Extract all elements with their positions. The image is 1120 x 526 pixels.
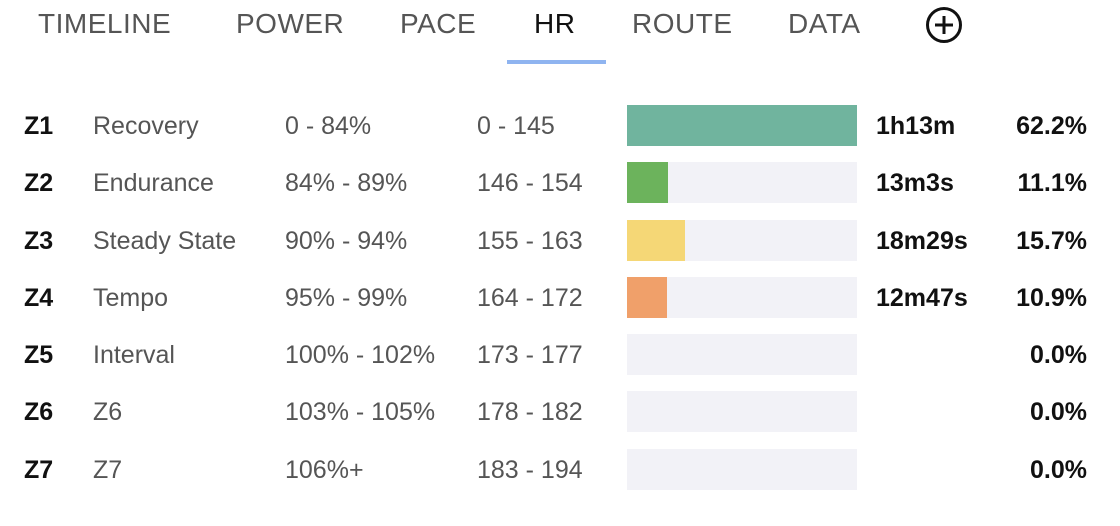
zone-bar bbox=[627, 162, 857, 204]
zone-percent-range: 100% - 102% bbox=[285, 341, 436, 370]
zone-name: Z7 bbox=[93, 455, 123, 484]
zone-row-z4: Z4 Tempo 95% - 99% 164 - 172 12m47s 10.9… bbox=[0, 270, 1120, 327]
zone-bpm-range: 183 - 194 bbox=[477, 455, 583, 484]
zone-time: 12m47s bbox=[876, 283, 968, 312]
zone-bar bbox=[627, 276, 857, 318]
zone-percent-range: 84% - 89% bbox=[285, 169, 408, 198]
active-tab-indicator bbox=[507, 60, 606, 64]
tab-pace[interactable]: PACE bbox=[400, 8, 477, 39]
zone-percent-range: 0 - 84% bbox=[285, 112, 372, 140]
zone-name: Recovery bbox=[93, 112, 199, 140]
zone-share: 15.7% bbox=[1016, 226, 1087, 255]
zone-row-z2: Z2 Endurance 84% - 89% 146 - 154 13m3s 1… bbox=[0, 155, 1120, 212]
zone-code: Z4 bbox=[24, 283, 54, 312]
zone-code: Z1 bbox=[24, 112, 54, 140]
zone-bar-fill bbox=[627, 162, 668, 204]
zone-share: 0.0% bbox=[1030, 398, 1087, 427]
zone-percent-range: 90% - 94% bbox=[285, 226, 408, 255]
zone-share: 11.1% bbox=[1017, 169, 1087, 198]
zone-time: 13m3s bbox=[876, 169, 954, 198]
zone-code: Z2 bbox=[24, 169, 54, 198]
zone-row-z1: Z1 Recovery 0 - 84% 0 - 145 1h13m 62.2% bbox=[0, 98, 1120, 155]
tab-timeline[interactable]: TIMELINE bbox=[38, 8, 172, 39]
zone-name: Interval bbox=[93, 341, 175, 370]
zone-name: Endurance bbox=[93, 169, 214, 198]
tab-route[interactable]: ROUTE bbox=[632, 8, 733, 39]
zone-bar-fill bbox=[627, 276, 668, 318]
zone-name: Steady State bbox=[93, 226, 237, 255]
zone-code: Z5 bbox=[24, 341, 54, 370]
tab-hr[interactable]: HR bbox=[534, 8, 576, 39]
zone-time: 1h13m bbox=[876, 112, 956, 140]
zone-row-z6: Z6 Z6 103% - 105% 178 - 182 0.0% bbox=[0, 384, 1120, 441]
zone-name: Z6 bbox=[93, 398, 123, 427]
zone-share: 0.0% bbox=[1030, 341, 1087, 370]
tab-data[interactable]: DATA bbox=[788, 8, 861, 39]
zone-row-z3: Z3 Steady State 90% - 94% 155 - 163 18m2… bbox=[0, 213, 1120, 270]
zone-bpm-range: 0 - 145 bbox=[477, 112, 555, 140]
zone-code: Z7 bbox=[24, 455, 54, 484]
zone-share: 0.0% bbox=[1030, 455, 1087, 484]
tab-bar: TIMELINE POWER PACE HR ROUTE DATA bbox=[0, 0, 1120, 66]
tab-power[interactable]: POWER bbox=[236, 8, 345, 39]
zone-bpm-range: 164 - 172 bbox=[477, 283, 583, 312]
hr-zones-table: Z1 Recovery 0 - 84% 0 - 145 1h13m 62.2% … bbox=[0, 98, 1120, 499]
zone-share: 10.9% bbox=[1016, 283, 1087, 312]
zone-code: Z6 bbox=[24, 398, 54, 427]
zone-name: Tempo bbox=[93, 283, 169, 312]
zone-bar bbox=[627, 334, 857, 376]
zone-code: Z3 bbox=[24, 226, 54, 255]
zone-percent-range: 103% - 105% bbox=[285, 398, 436, 427]
zone-percent-range: 106%+ bbox=[285, 455, 364, 484]
zone-bar bbox=[627, 448, 857, 490]
zone-bar bbox=[627, 219, 857, 261]
zone-bar-fill bbox=[627, 219, 685, 261]
zone-row-z5: Z5 Interval 100% - 102% 173 - 177 0.0% bbox=[0, 327, 1120, 384]
zone-time: 18m29s bbox=[876, 226, 968, 255]
zone-bar bbox=[627, 391, 857, 433]
plus-circle-icon[interactable] bbox=[925, 6, 963, 44]
zone-bar-fill bbox=[627, 105, 857, 146]
zone-bpm-range: 146 - 154 bbox=[477, 169, 583, 198]
zone-bar bbox=[627, 105, 857, 146]
zone-bpm-range: 155 - 163 bbox=[477, 226, 583, 255]
zone-bpm-range: 178 - 182 bbox=[477, 398, 583, 427]
zone-bpm-range: 173 - 177 bbox=[477, 341, 583, 370]
zone-percent-range: 95% - 99% bbox=[285, 283, 408, 312]
zone-share: 62.2% bbox=[1016, 112, 1087, 140]
zone-row-z7: Z7 Z7 106%+ 183 - 194 0.0% bbox=[0, 442, 1120, 499]
